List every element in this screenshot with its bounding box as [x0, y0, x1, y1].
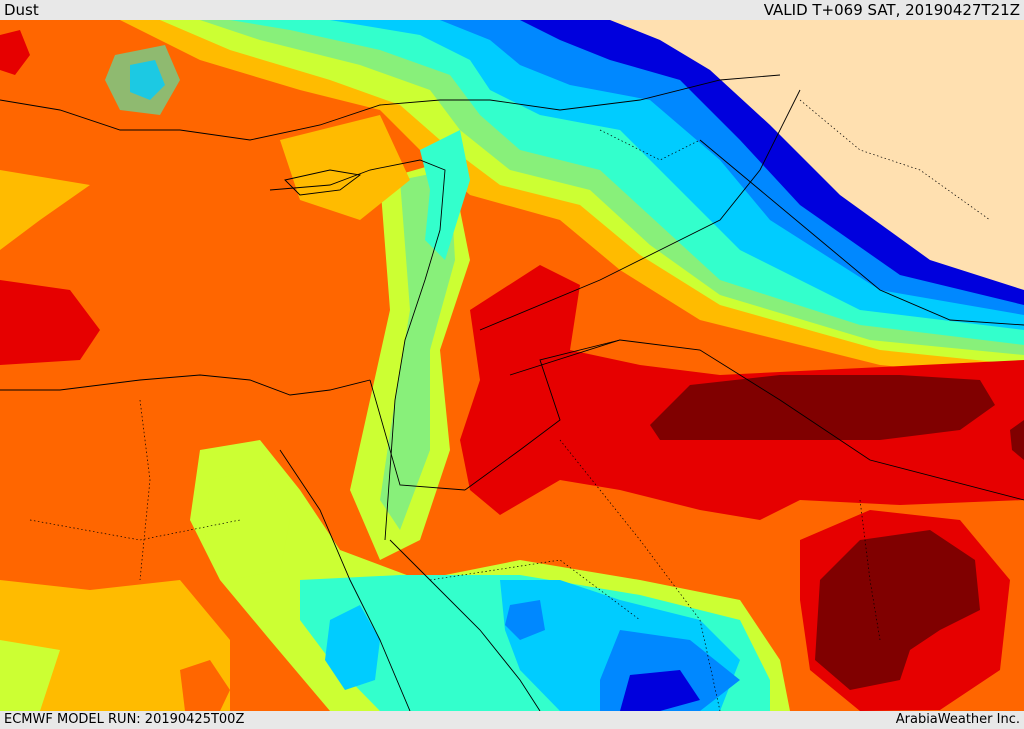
header-bar: Dust VALID T+069 SAT, 20190427T21Z: [0, 0, 1024, 20]
coastlines: [0, 74, 1024, 711]
southwest-elevated: [0, 580, 230, 711]
sinai-border: [369, 379, 466, 491]
red-sea-east-coast: [389, 539, 541, 711]
south-clean-pool: [620, 670, 700, 711]
southwest-moderate: [0, 640, 60, 711]
aegean-low-ring: [105, 45, 180, 115]
model-run-label: ECMWF MODEL RUN: 20190425T00Z: [4, 712, 245, 727]
levant-low-tongue: [420, 130, 470, 260]
max-dust-arabia-north: [650, 375, 995, 440]
turkey-coast: [0, 74, 781, 141]
sinai-moderate-patch: [205, 470, 290, 580]
footer-bar: ECMWF MODEL RUN: 20190425T00Z ArabiaWeat…: [0, 711, 1024, 729]
jordan-border: [464, 339, 621, 491]
max-dust-southeast: [815, 530, 980, 690]
levant-lowmod-tongue: [380, 170, 455, 530]
southwest-high-blob: [180, 660, 230, 711]
levant-coast: [269, 159, 446, 541]
very-high-dust-west: [0, 280, 100, 365]
saudi-north-border: [509, 339, 1024, 501]
south-minimal-small: [505, 600, 545, 640]
red-sea-west-coast: [279, 449, 411, 711]
egypt-coast: [0, 374, 371, 396]
field-name-label: Dust: [4, 1, 39, 19]
west-elevated-band: [0, 170, 90, 250]
map-canvas: [0, 20, 1024, 711]
max-dust-east-edge: [1010, 420, 1024, 460]
aegean-very-high-patch: [0, 30, 30, 75]
cyprus-outline: [284, 169, 362, 196]
provider-label: ArabiaWeather Inc.: [895, 712, 1020, 727]
south-very-low-pool: [325, 605, 380, 690]
valid-time-label: VALID T+069 SAT, 20190427T21Z: [763, 1, 1020, 19]
no-data-region: [610, 20, 1024, 290]
internal-borders: [29, 99, 991, 711]
iraq-border: [479, 89, 801, 331]
persian-gulf-coast: [699, 139, 1024, 326]
